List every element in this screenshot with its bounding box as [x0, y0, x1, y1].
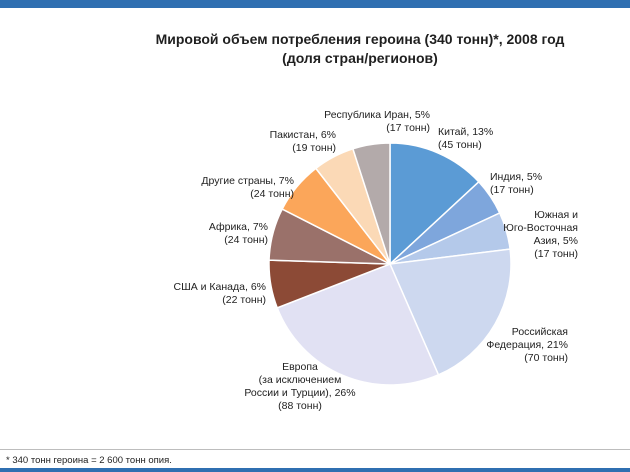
slice-label-7: Африка, 7% (24 тонн) — [209, 221, 268, 246]
slice-label-line: (17 тонн) — [386, 122, 430, 134]
slice-label-line: (22 тонн) — [222, 294, 266, 306]
slice-label-8: Другие страны, 7% (24 тонн) — [201, 175, 294, 200]
slice-label-line: Другие страны, 7% — [201, 175, 294, 187]
top-accent-bar — [0, 0, 630, 8]
chart-title-block: Мировой объем потребления героина (340 т… — [140, 30, 580, 68]
slice-label-line: Китай, 13% — [438, 126, 493, 138]
slice-label-line: Пакистан, 6% — [270, 129, 336, 141]
slice-label-10: Республика Иран, 5% (17 тонн) — [324, 109, 430, 134]
chart-subtitle: (доля стран/регионов) — [282, 50, 438, 66]
slice-label-line: (88 тонн) — [278, 400, 322, 412]
slice-label-line: Азия, 5% — [534, 235, 578, 247]
slice-label-line: (24 тонн) — [250, 188, 294, 200]
slice-label-line: (45 тонн) — [438, 139, 482, 151]
slice-label-line: (19 тонн) — [292, 142, 336, 154]
slice-label-5: Европа (за исключением России и Турции), 2… — [244, 361, 355, 412]
pie-slice-5 — [276, 263, 440, 386]
slice-label-line: (17 тонн) — [490, 184, 534, 196]
pie-slice-1 — [389, 142, 480, 266]
slice-label-line: (17 тонн) — [534, 248, 578, 260]
slice-label-line: Республика Иран, 5% — [324, 109, 430, 121]
slice-label-6: США и Канада, 6% (22 тонн) — [174, 281, 266, 306]
slice-label-line: Южная и — [534, 209, 578, 221]
slice-label-line: (24 тонн) — [224, 234, 268, 246]
bottom-accent-bar — [0, 468, 630, 472]
slice-label-1: Китай, 13% (45 тонн) — [438, 126, 493, 151]
pie-slice-4 — [388, 248, 512, 376]
slice-label-line: Европа — [282, 361, 318, 373]
slice-label-9: Пакистан, 6% (19 тонн) — [270, 129, 336, 154]
slice-label-line: Африка, 7% — [209, 221, 268, 233]
slice-label-line: Индия, 5% — [490, 171, 542, 183]
slice-label-line: (за исключением — [259, 374, 342, 386]
slice-label-line: (70 тонн) — [524, 352, 568, 364]
footnote: * 340 тонн героина = 2 600 тонн опия. — [6, 455, 172, 466]
slice-label-line: Федерация, 21% — [486, 339, 568, 351]
slice-label-line: России и Турции), 26% — [244, 387, 355, 399]
slice-label-line: Российская — [512, 326, 568, 338]
slice-label-line: США и Канада, 6% — [174, 281, 266, 293]
slice-label-line: Юго-Восточная — [503, 222, 578, 234]
slice-label-4: Российская Федерация, 21% (70 тонн) — [486, 326, 568, 364]
footnote-divider — [0, 449, 630, 450]
slice-label-2: Индия, 5% (17 тонн) — [490, 171, 542, 196]
slice-label-3: Южная и Юго-Восточная Азия, 5% (17 тонн) — [503, 209, 578, 260]
pie-slice-10 — [351, 142, 391, 265]
chart-title: Мировой объем потребления героина (340 т… — [155, 31, 565, 47]
pie-chart: Китай, 13% (45 тонн)Индия, 5% (17 тонн)Южн… — [174, 109, 579, 412]
